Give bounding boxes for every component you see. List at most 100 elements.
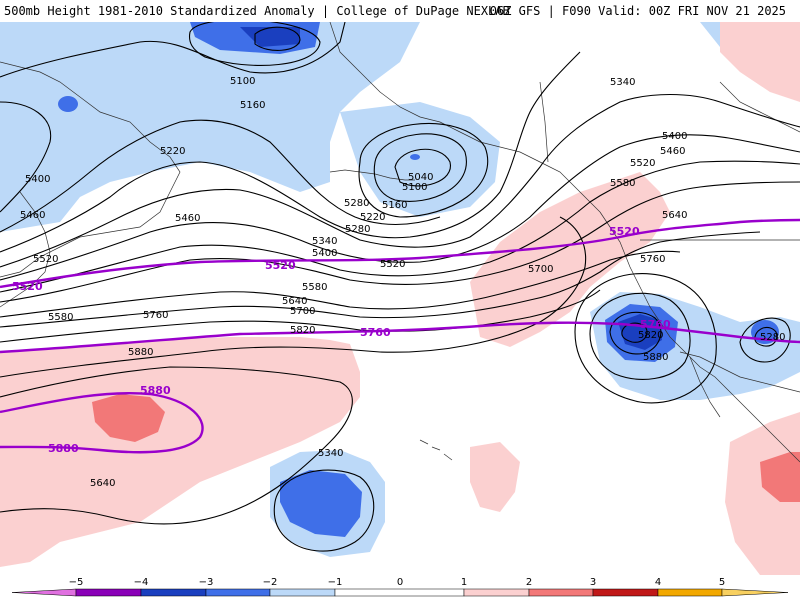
colorbar-swatch <box>205 588 271 597</box>
coast-west-north-america <box>599 211 800 463</box>
colorbar-swatch <box>334 588 465 597</box>
contour-5100-alaska <box>373 133 467 202</box>
highlight-label-layer: 5520 5520 5520 5760 5760 5880 5880 <box>12 225 671 455</box>
contour-5160 <box>0 119 441 233</box>
colorbar-tick: 2 <box>526 577 532 588</box>
neg2-anomaly-alaska-small <box>410 154 420 160</box>
height-label: 5580 <box>610 178 635 189</box>
height-label: 5340 <box>610 77 635 88</box>
coast-hudson <box>719 81 800 133</box>
height-label: 5160 <box>240 100 265 111</box>
contour-bering-low <box>188 22 321 66</box>
height-label: 5160 <box>382 200 407 211</box>
contour-5580-east <box>754 326 778 347</box>
highlight-contours <box>0 218 800 454</box>
anomaly-map: 5100 5160 5220 5280 5340 5400 5460 5520 … <box>0 22 800 575</box>
height-label: 5700 <box>290 306 315 317</box>
height-label: 5880 <box>128 347 153 358</box>
contour-5820 <box>0 216 587 378</box>
height-label: 5100 <box>402 182 427 193</box>
coast-gulf-california <box>689 356 721 418</box>
pos-anomaly-central-pacific-south <box>470 442 520 512</box>
height-label: 5520 <box>630 158 655 169</box>
height-label: 5460 <box>20 210 45 221</box>
highlight-label: 5880 <box>48 442 79 455</box>
coast-kamchatka <box>0 191 51 308</box>
colorbar-tick: −5 <box>69 577 84 588</box>
model-run-info: 06Z GFS | F090 Valid: 00Z FRI NOV 21 202… <box>489 4 786 18</box>
height-label: 5820 <box>290 325 315 336</box>
coast-hawaii-3 <box>443 453 453 461</box>
highlight-label: 5520 <box>609 225 640 238</box>
contour-5820-south <box>273 469 375 552</box>
height-label: 5640 <box>282 296 307 307</box>
colorbar-swatch <box>463 588 530 597</box>
coast-hawaii-1 <box>419 439 429 445</box>
highlight-label: 5880 <box>140 384 171 397</box>
coast-hawaii-2 <box>431 446 441 451</box>
contour-bering-low-inner <box>254 26 301 51</box>
height-label-layer: 5100 5160 5220 5280 5340 5400 5460 5520 … <box>20 76 785 489</box>
height-label: 5760 <box>640 254 665 265</box>
contour-5220 <box>0 51 581 253</box>
colorbar-swatch-right-arrow <box>721 588 789 597</box>
pos2-anomaly-west-pacific <box>92 394 165 442</box>
contour-5280 <box>0 94 800 268</box>
height-label: 5700 <box>528 264 553 275</box>
height-label: 5400 <box>662 131 687 142</box>
colorbar-tick: 5 <box>719 577 725 588</box>
colorbar-tick: −2 <box>263 577 278 588</box>
contour-5040-alaska <box>394 148 451 187</box>
highlight-label: 5520 <box>12 280 43 293</box>
contour-5340 <box>0 134 800 281</box>
height-label: 5280 <box>344 198 369 209</box>
height-label: 5760 <box>143 310 168 321</box>
map-title: 500mb Height 1981-2010 Standardized Anom… <box>4 4 510 18</box>
neg-anomaly-bering <box>0 22 420 232</box>
coastlines <box>0 22 800 463</box>
coast-aleutians <box>329 169 415 181</box>
colorbar-tick: 0 <box>397 577 403 588</box>
border-alaska-canada <box>539 81 549 163</box>
pos2-anomaly-southeast <box>760 452 800 502</box>
contour-5160-alaska <box>358 122 489 218</box>
contour-5100-west <box>0 101 52 213</box>
height-label: 5460 <box>175 213 200 224</box>
colorbar-ticks: −5 −4 −3 −2 −1 0 1 2 3 4 5 <box>69 577 726 588</box>
colorbar-swatches <box>11 588 789 597</box>
colorbar-swatch <box>657 588 723 597</box>
height-label: 5100 <box>230 76 255 87</box>
height-label: 5340 <box>312 236 337 247</box>
contour-5100 <box>0 22 346 78</box>
highlight-label: 5760 <box>360 326 391 339</box>
title-bar: 500mb Height 1981-2010 Standardized Anom… <box>0 0 800 22</box>
highlight-contour-5760 <box>0 321 800 354</box>
height-label: 5820 <box>638 330 663 341</box>
height-label: 5400 <box>25 174 50 185</box>
contour-5580 <box>0 250 681 318</box>
height-label: 5640 <box>662 210 687 221</box>
contour-5880 <box>0 366 353 525</box>
colorbar-swatch <box>592 588 659 597</box>
height-label: 5340 <box>318 448 343 459</box>
height-label: 5520 <box>380 259 405 270</box>
colorbar-tick: 4 <box>655 577 661 588</box>
height-label: 5640 <box>90 478 115 489</box>
pos-anomaly-north-canada <box>720 22 800 102</box>
contour-cutoff-low-outer <box>574 273 717 404</box>
colorbar-swatch <box>269 588 336 597</box>
pos-anomaly-west-pacific <box>0 337 360 567</box>
height-label: 5880 <box>643 352 668 363</box>
height-label: 5580 <box>302 282 327 293</box>
colorbar-tick: 1 <box>461 577 467 588</box>
highlight-contour-5880 <box>0 392 204 454</box>
height-label: 5400 <box>312 248 337 259</box>
neg-anomaly-gulf-alaska <box>340 102 500 217</box>
highlight-label: 5760 <box>640 318 671 331</box>
contour-cutoff-low-inner <box>609 311 662 355</box>
neg2-anomaly-siberia <box>58 96 78 112</box>
height-label: 5460 <box>660 146 685 157</box>
colorbar-tick: −1 <box>328 577 343 588</box>
highlight-label: 5520 <box>265 259 296 272</box>
colorbar-tick: −4 <box>134 577 149 588</box>
